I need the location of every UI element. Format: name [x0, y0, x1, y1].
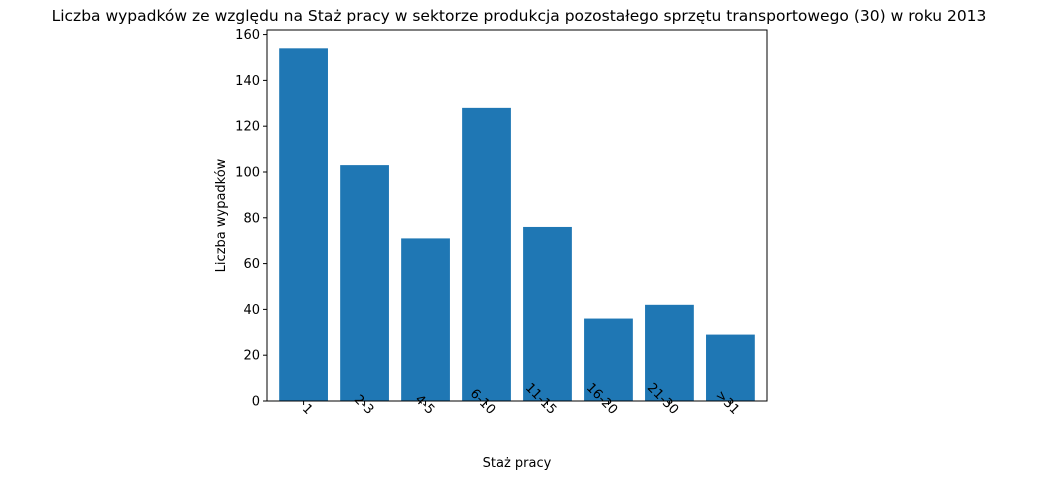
y-tick-label: 140 [235, 74, 260, 89]
x-tick-label: 1 [299, 401, 315, 417]
chart-title: Liczba wypadków ze względu na Staż pracy… [52, 7, 987, 25]
y-tick-label: 160 [235, 28, 260, 43]
y-tick-label: 20 [243, 349, 260, 364]
bar-16-20 [584, 318, 633, 401]
bar-6-10 [462, 107, 511, 401]
y-tick-label: 40 [243, 303, 260, 318]
bars-group [279, 48, 755, 402]
bar-11-15 [523, 226, 572, 401]
bar->31 [706, 334, 755, 401]
y-tick-label: 120 [235, 120, 260, 135]
bar-4-5 [401, 238, 450, 401]
y-tick-label: 100 [235, 165, 260, 180]
bar-1 [279, 48, 328, 402]
y-tick-label: 80 [243, 211, 260, 226]
bar-2-3 [340, 165, 389, 401]
y-axis-label: Liczba wypadków [214, 158, 229, 272]
plot-frame [266, 29, 768, 402]
x-axis-label: Staż pracy [483, 456, 552, 471]
y-axis-ticks: 0 20 40 60 80 100 120 140 160 [235, 28, 267, 410]
y-tick-label: 60 [243, 257, 260, 272]
bar-21-30 [645, 304, 694, 401]
y-tick-label: 0 [252, 395, 260, 410]
